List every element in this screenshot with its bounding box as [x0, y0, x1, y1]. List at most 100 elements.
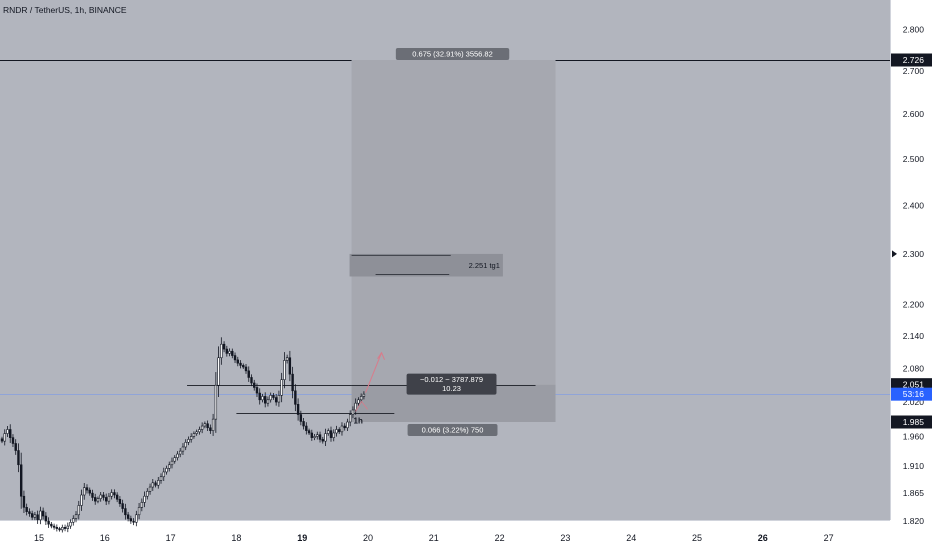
candle-77: [211, 413, 215, 436]
candle-body-117: [321, 439, 324, 442]
candle-31: [85, 484, 89, 494]
candle-3: [9, 424, 12, 443]
candle-25: [69, 519, 72, 529]
candle-60: [165, 465, 168, 475]
candle-35: [96, 496, 100, 504]
candle-body-27: [74, 514, 78, 519]
candle-body-13: [36, 514, 39, 521]
y-tick-9: 2.020: [903, 397, 925, 407]
candle-80: [220, 337, 223, 365]
candle-body-29: [80, 494, 83, 506]
candle-53: [146, 488, 149, 500]
y-tick-1: 2.700: [903, 66, 925, 76]
candle-body-9: [25, 507, 28, 512]
candle-8: [22, 490, 26, 513]
candle-body-98: [269, 394, 272, 401]
candle-body-64: [176, 453, 179, 458]
candle-body-108: [296, 404, 300, 415]
candle-6: [17, 443, 20, 473]
loss-label-bg: [407, 424, 498, 436]
x-tick-11: 26: [758, 533, 768, 543]
candle-body-105: [288, 357, 292, 375]
candle-2: [6, 426, 9, 438]
candle-65: [179, 448, 182, 458]
candle-body-92: [253, 382, 256, 388]
candle-71: [195, 429, 198, 436]
candle-body-87: [239, 362, 242, 366]
candle-body-116: [318, 434, 322, 440]
candle-32: [88, 487, 91, 496]
timeframe-label: 1h: [354, 416, 363, 425]
candle-64: [176, 451, 179, 461]
profit-zone: [351, 60, 556, 385]
tg-box: [349, 253, 503, 277]
candle-body-52: [143, 495, 146, 503]
candle-44: [121, 499, 124, 513]
candle-118: [324, 428, 327, 447]
candle-body-120: [329, 430, 333, 438]
candle-109: [299, 410, 303, 426]
candle-body-3: [9, 429, 12, 438]
candle-body-2: [6, 429, 9, 434]
candle-body-4: [11, 437, 15, 444]
candle-body-19: [52, 525, 56, 528]
candle-29: [80, 489, 83, 511]
candle-12: [33, 511, 37, 521]
candle-73: [200, 422, 204, 434]
candle-78: [214, 372, 218, 433]
candle-body-118: [324, 433, 327, 442]
candle-body-115: [316, 434, 319, 437]
candle-56: [154, 480, 157, 488]
candle-36: [99, 491, 102, 502]
annotations-layer: 2.251 tg1 1h 0.675 (32.91%) 3556.82 0.066 (…: [354, 48, 510, 436]
candle-20: [55, 524, 59, 532]
candle-23: [63, 524, 67, 532]
candle-126: [346, 418, 349, 432]
center-label-text-0: −0.012 ~ 3787.879: [420, 375, 483, 384]
arrow-line: [365, 352, 383, 393]
candle-body-90: [247, 370, 250, 378]
candle-body-72: [198, 429, 201, 433]
candle-body-36: [99, 494, 102, 499]
candle-body-68: [187, 439, 190, 443]
candle-82: [225, 345, 229, 357]
profit-label: 0.675 (32.91%) 3556.82: [395, 48, 510, 60]
candle-28: [77, 500, 80, 520]
candle-18: [50, 521, 53, 529]
candle-111: [305, 422, 308, 435]
candle-body-44: [121, 503, 124, 509]
candle-13: [36, 510, 39, 524]
center-label-text-1: 10.23: [442, 384, 461, 393]
candle-16: [44, 512, 48, 525]
candle-body-63: [173, 457, 176, 462]
candle-body-114: [313, 436, 316, 438]
candle-39: [107, 493, 111, 505]
position-tool-layer: [349, 60, 556, 422]
candle-123: [338, 427, 341, 435]
candle-body-43: [118, 498, 122, 504]
candle-body-61: [168, 464, 171, 469]
x-tick-12: 27: [824, 533, 834, 543]
y-tick-6: 2.200: [903, 300, 925, 310]
candle-84: [231, 348, 234, 359]
candle-body-41: [113, 492, 116, 496]
candle-129: [354, 398, 357, 415]
candle-body-45: [124, 508, 127, 516]
candle-83: [228, 348, 231, 357]
candle-130: [357, 397, 360, 406]
candle-body-38: [104, 497, 108, 502]
candle-body-54: [148, 486, 152, 492]
candle-body-109: [299, 414, 303, 422]
y-tick-0: 2.800: [903, 24, 925, 34]
candle-body-48: [132, 520, 135, 523]
candle-body-104: [285, 357, 289, 361]
candle-body-25: [69, 521, 72, 527]
candle-128: [351, 406, 355, 419]
candle-30: [83, 482, 86, 500]
candle-76: [209, 424, 212, 434]
candle-body-78: [214, 384, 218, 420]
candle-70: [192, 431, 196, 439]
x-tick-5: 20: [363, 533, 373, 543]
